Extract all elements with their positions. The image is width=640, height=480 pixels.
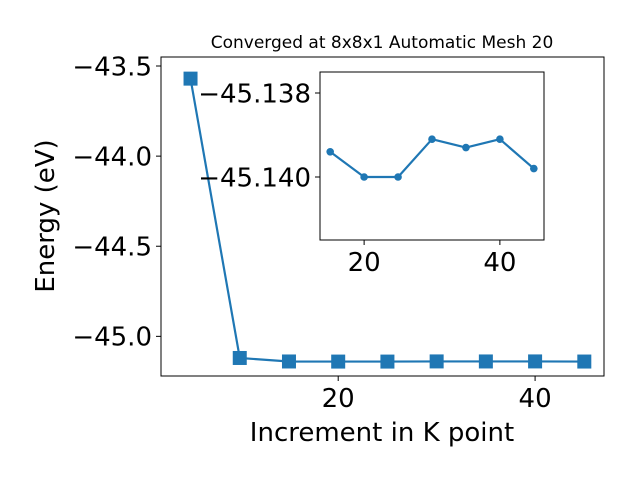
inset-x-tick-label: 40 [483, 248, 516, 278]
main-y-tick-label: −44.0 [72, 142, 152, 172]
main-series [183, 71, 592, 369]
inset-data-point [530, 164, 538, 173]
inset-background [320, 72, 544, 240]
inset-x-tick-label: 20 [348, 248, 381, 278]
main-plot-frame [160, 56, 605, 377]
main-data-point [577, 354, 592, 369]
inset-y-tick-label: −45.138 [198, 79, 311, 109]
main-data-point [478, 354, 493, 369]
inset-data-point [326, 148, 334, 156]
inset-x-axis: 20 40 [348, 240, 516, 278]
chart-title: Converged at 8x8x1 Automatic Mesh 20 [211, 33, 554, 53]
main-data-point [281, 354, 296, 369]
inset-data-point [394, 173, 402, 181]
inset-y-axis: −45.140 −45.138 [198, 79, 320, 193]
inset-chart: 20 40 −45.140−45.138 [198, 71, 545, 278]
main-y-tick-label: −43.5 [72, 52, 152, 82]
main-data-point [183, 71, 198, 86]
main-data-point [232, 350, 247, 365]
inset-data-point [360, 173, 368, 181]
main-y-tick-label: −45.0 [72, 323, 152, 353]
inset-series [326, 135, 538, 181]
main-y-axis: −45.0 −44.5 −44.0 −43.5 [72, 52, 161, 353]
inset-y-tick-label: −45.140 [198, 163, 311, 193]
main-x-axis: 20 40 [322, 376, 552, 414]
main-x-tick-label: 40 [519, 384, 552, 414]
main-y-tick-label: −44.5 [72, 233, 152, 263]
inset-plot-frame [319, 71, 545, 241]
main-data-point [380, 354, 395, 369]
main-data-point [331, 354, 346, 369]
inset-data-point [428, 135, 436, 143]
inset-data-point [462, 143, 470, 152]
main-data-point [429, 354, 444, 369]
inset-data-point [496, 135, 504, 143]
main-data-point [528, 354, 543, 369]
x-axis-label: Increment in K point [250, 418, 514, 448]
main-x-tick-label: 20 [322, 384, 355, 414]
y-axis-label: Energy (eV) [31, 139, 61, 292]
main-chart: Converged at 8x8x1 Automatic Mesh 20 20 4… [31, 33, 605, 448]
